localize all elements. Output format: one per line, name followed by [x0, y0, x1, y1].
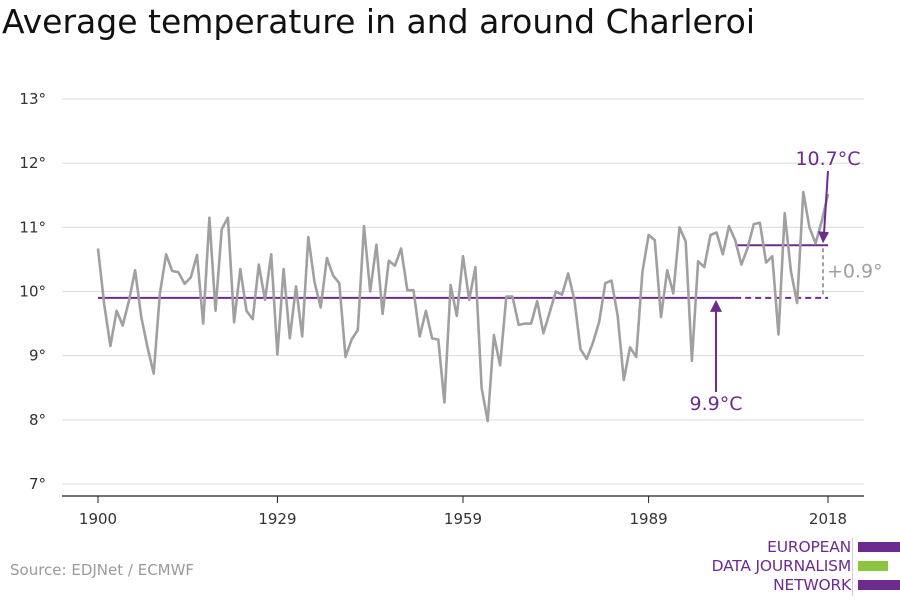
- y-tick-label-11: 11°: [19, 218, 46, 236]
- logo-bar-purple-bottom: [858, 580, 900, 590]
- chart-title: Average temperature in and around Charle…: [2, 2, 756, 41]
- y-tick-label-12: 12°: [19, 154, 46, 172]
- annotations: +0.9° 10.7°C 9.9°C: [690, 148, 883, 415]
- logo-line-2: DATA JOURNALISM: [711, 557, 852, 575]
- recent-arrow-head: [818, 231, 829, 244]
- y-tick-label-13: 13°: [19, 90, 46, 108]
- y-tick-label-10: 10°: [19, 283, 46, 301]
- baseline-arrow-head: [710, 299, 722, 312]
- x-tick-label-2018: 2018: [809, 510, 847, 528]
- grid-lines: [62, 98, 864, 485]
- logo-line-1: EUROPEAN: [767, 538, 851, 556]
- recent-arrow-shaft: [823, 170, 829, 234]
- logo-bar-green: [858, 561, 888, 571]
- y-tick-label-7: 7°: [29, 475, 46, 493]
- x-tick-label-1929: 1929: [258, 510, 296, 528]
- y-tick-label-9: 9°: [29, 347, 46, 365]
- y-tick-label-8: 8°: [29, 411, 46, 429]
- x-tick-label-1959: 1959: [444, 510, 482, 528]
- edjnet-logo: EUROPEAN DATA JOURNALISM NETWORK: [700, 538, 900, 596]
- logo-bar-purple-top: [858, 542, 900, 552]
- temperature-series-line: [96, 190, 830, 423]
- x-axis-ticks: 1900 1929 1959 1989 2018: [79, 496, 847, 528]
- x-tick-label-1989: 1989: [629, 510, 667, 528]
- logo-line-3: NETWORK: [773, 576, 851, 594]
- baseline-label: 9.9°C: [690, 393, 743, 415]
- source-note: Source: EDJNet / ECMWF: [10, 561, 195, 579]
- x-tick-label-1900: 1900: [79, 510, 117, 528]
- y-axis-ticks: 7° 8° 9° 10° 11° 12° 13°: [19, 90, 46, 493]
- difference-label: +0.9°: [827, 261, 883, 283]
- logo-divider: [852, 538, 853, 596]
- recent-average-label: 10.7°C: [795, 148, 860, 170]
